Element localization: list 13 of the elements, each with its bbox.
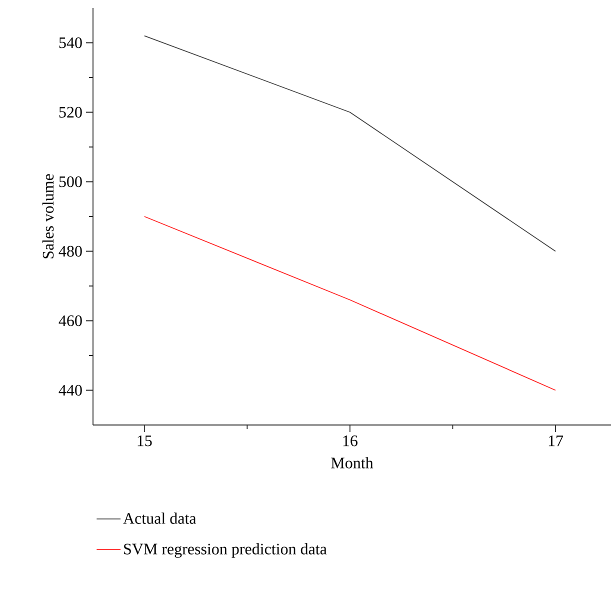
legend-label: Actual data — [123, 512, 196, 524]
y-tick-label: 480 — [58, 246, 82, 257]
legend-label: SVM regression prediction data — [124, 543, 327, 558]
x-tick-label: 15 — [138, 436, 152, 446]
x-tick-label: 16 — [343, 436, 358, 446]
x-axis-title: Month — [331, 457, 374, 468]
y-tick-label: 520 — [59, 106, 82, 118]
y-tick-label: 440 — [58, 384, 82, 396]
y-tick-label: 540 — [59, 37, 82, 48]
y-tick-label: 460 — [58, 315, 82, 326]
x-tick-label: 17 — [548, 436, 564, 446]
y-axis-title: Sales volume — [42, 174, 54, 258]
y-tick-label: 500 — [59, 176, 82, 188]
